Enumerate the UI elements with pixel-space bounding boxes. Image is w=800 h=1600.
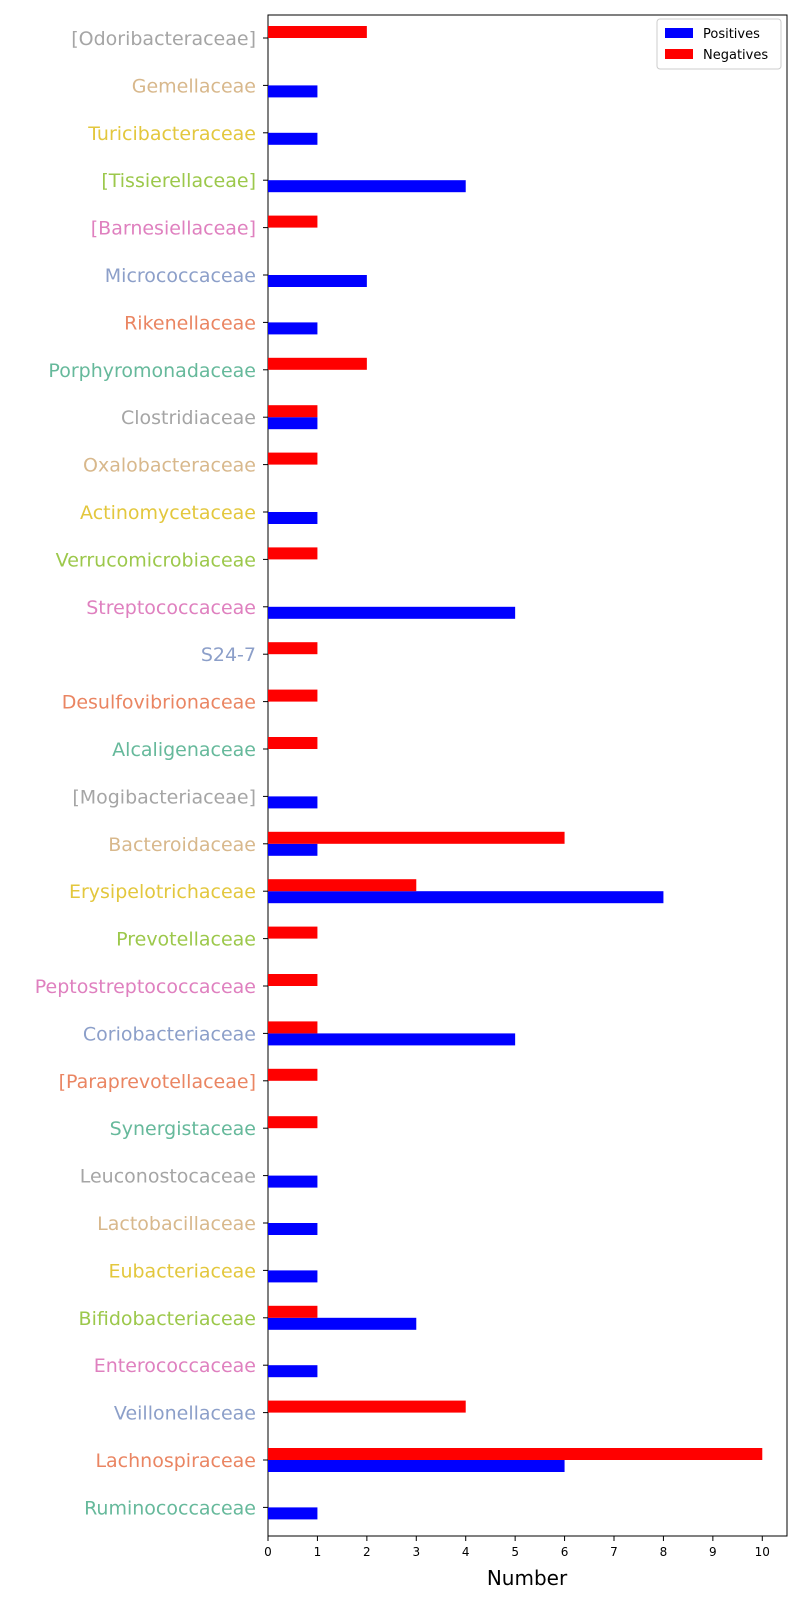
- legend-label-negatives: Negatives: [703, 48, 768, 63]
- bar-positives-lactobacillaceae: [268, 1223, 318, 1235]
- bar-negatives-erysipelotrichaceae: [268, 879, 417, 892]
- bar-positives-erysipelotrichaceae: [268, 891, 664, 904]
- bar-positives-eubacteriaceae: [268, 1270, 318, 1283]
- legend-swatch-negatives: [665, 49, 693, 59]
- x-tick-label: 4: [462, 1545, 470, 1559]
- category-label-gemellaceae: Gemellaceae: [132, 75, 256, 97]
- category-label-oxalobacteraceae: Oxalobacteraceae: [83, 455, 256, 477]
- bar-positives-leuconostocaceae: [268, 1175, 318, 1188]
- category-label-turicibacteraceae: Turicibacteraceae: [87, 123, 256, 145]
- category-label-coriobacteriaceae: Coriobacteriaceae: [83, 1023, 256, 1045]
- bar-negatives-bacteroidaceae: [268, 831, 565, 844]
- category-label-clostridiaceae: Clostridiaceae: [121, 407, 256, 429]
- category-label-mogibacteriaceae: [Mogibacteriaceae]: [72, 786, 256, 808]
- x-tick-label: 7: [610, 1545, 618, 1559]
- bar-positives-bacteroidaceae: [268, 843, 318, 856]
- x-tick-label: 6: [561, 1545, 569, 1559]
- bar-positives-bifidobacteriaceae: [268, 1317, 417, 1330]
- x-tick-label: 3: [412, 1545, 420, 1559]
- bar-negatives-lachnospiraceae: [268, 1448, 763, 1460]
- bar-positives-actinomycetaceae: [268, 512, 318, 524]
- category-label-bacteroidaceae: Bacteroidaceae: [108, 834, 256, 856]
- bar-negatives-coriobacteriaceae: [268, 1021, 318, 1034]
- bar-positives-rikenellaceae: [268, 322, 318, 335]
- category-label-verrucomicrobiaceae: Verrucomicrobiaceae: [56, 549, 256, 571]
- category-label-peptostreptococcaceae: Peptostreptococcaceae: [35, 976, 256, 998]
- bar-positives-lachnospiraceae: [268, 1460, 565, 1472]
- legend: Positives Negatives: [656, 18, 782, 70]
- x-axis-ticks: 0 1 2 3 4 5 6 7 8 9 10: [264, 1536, 770, 1559]
- x-tick-label: 10: [755, 1545, 770, 1559]
- x-tick-label: 8: [660, 1545, 668, 1559]
- x-axis-title: Number: [487, 1566, 568, 1590]
- bar-negatives-s24-7: [268, 642, 318, 655]
- category-label-paraprevotellaceae: [Paraprevotellaceae]: [59, 1071, 256, 1093]
- bar-positives-turicibacteraceae: [268, 132, 318, 145]
- bar-negatives-alcaligenaceae: [268, 737, 318, 749]
- bar-negatives-peptostreptococcaceae: [268, 974, 318, 986]
- category-label-leuconostocaceae: Leuconostocaceae: [80, 1166, 256, 1188]
- category-label-veillonellaceae: Veillonellaceae: [114, 1403, 256, 1425]
- bar-negatives-verrucomicrobiaceae: [268, 547, 318, 560]
- bar-negatives-bifidobacteriaceae: [268, 1305, 318, 1318]
- legend-label-positives: Positives: [703, 27, 760, 42]
- category-label-lactobacillaceae: Lactobacillaceae: [97, 1213, 256, 1235]
- category-label-porphyromonadaceae: Porphyromonadaceae: [48, 360, 256, 382]
- category-label-alcaligenaceae: Alcaligenaceae: [112, 739, 256, 761]
- x-tick-label: 9: [709, 1545, 717, 1559]
- bar-positives-micrococcaceae: [268, 275, 367, 287]
- bar-positives-mogibacteriaceae: [268, 796, 318, 809]
- bar-negatives-barnesiellaceae: [268, 215, 318, 228]
- category-label-synergistaceae: Synergistaceae: [110, 1118, 256, 1140]
- bar-negatives-synergistaceae: [268, 1116, 318, 1129]
- bar-positives-enterococcaceae: [268, 1365, 318, 1378]
- category-label-bifidobacteriaceae: Bifidobacteriaceae: [79, 1308, 256, 1330]
- category-label-streptococcaceae: Streptococcaceae: [86, 597, 256, 619]
- legend-swatch-positives: [665, 28, 693, 38]
- category-labels: [Odoribacteraceae] Gemellaceae Turicibacte…: [35, 28, 268, 1519]
- category-label-odoribacteraceae: [Odoribacteraceae]: [71, 28, 256, 50]
- category-label-ruminococcaceae: Ruminococcaceae: [84, 1497, 256, 1519]
- category-label-erysipelotrichaceae: Erysipelotrichaceae: [69, 881, 256, 903]
- bar-negatives-porphyromonadaceae: [268, 357, 367, 370]
- bar-positives-tissierellaceae: [268, 180, 466, 193]
- bar-positives-ruminococcaceae: [268, 1507, 318, 1520]
- category-label-barnesiellaceae: [Barnesiellaceae]: [91, 218, 256, 240]
- bar-positives-clostridiaceae: [268, 417, 318, 430]
- bar-positives-streptococcaceae: [268, 606, 516, 619]
- bar-positives-gemellaceae: [268, 85, 318, 98]
- bars-group: [268, 26, 763, 1520]
- category-label-eubacteriaceae: Eubacteriaceae: [108, 1260, 256, 1282]
- category-label-tissierellaceae: [Tissierellaceae]: [101, 170, 256, 192]
- bar-negatives-veillonellaceae: [268, 1400, 466, 1413]
- category-label-actinomycetaceae: Actinomycetaceae: [80, 502, 256, 524]
- category-label-s24-7: S24-7: [201, 644, 256, 666]
- category-label-prevotellaceae: Prevotellaceae: [116, 929, 256, 951]
- bar-negatives-oxalobacteraceae: [268, 452, 318, 465]
- category-label-rikenellaceae: Rikenellaceae: [124, 312, 256, 334]
- x-tick-label: 1: [314, 1545, 322, 1559]
- category-label-desulfovibrionaceae: Desulfovibrionaceae: [62, 692, 256, 714]
- bar-negatives-paraprevotellaceae: [268, 1068, 318, 1081]
- bar-negatives-prevotellaceae: [268, 926, 318, 939]
- x-tick-label: 5: [511, 1545, 519, 1559]
- bar-negatives-clostridiaceae: [268, 405, 318, 418]
- bar-negatives-odoribacteraceae: [268, 26, 367, 38]
- x-tick-label: 0: [264, 1545, 272, 1559]
- category-label-micrococcaceae: Micrococcaceae: [105, 265, 256, 287]
- bar-negatives-desulfovibrionaceae: [268, 689, 318, 702]
- bar-positives-coriobacteriaceae: [268, 1033, 516, 1046]
- x-tick-label: 2: [363, 1545, 371, 1559]
- category-label-lachnospiraceae: Lachnospiraceae: [95, 1450, 256, 1472]
- plot-frame: [267, 14, 788, 1537]
- category-label-enterococcaceae: Enterococcaceae: [94, 1355, 256, 1377]
